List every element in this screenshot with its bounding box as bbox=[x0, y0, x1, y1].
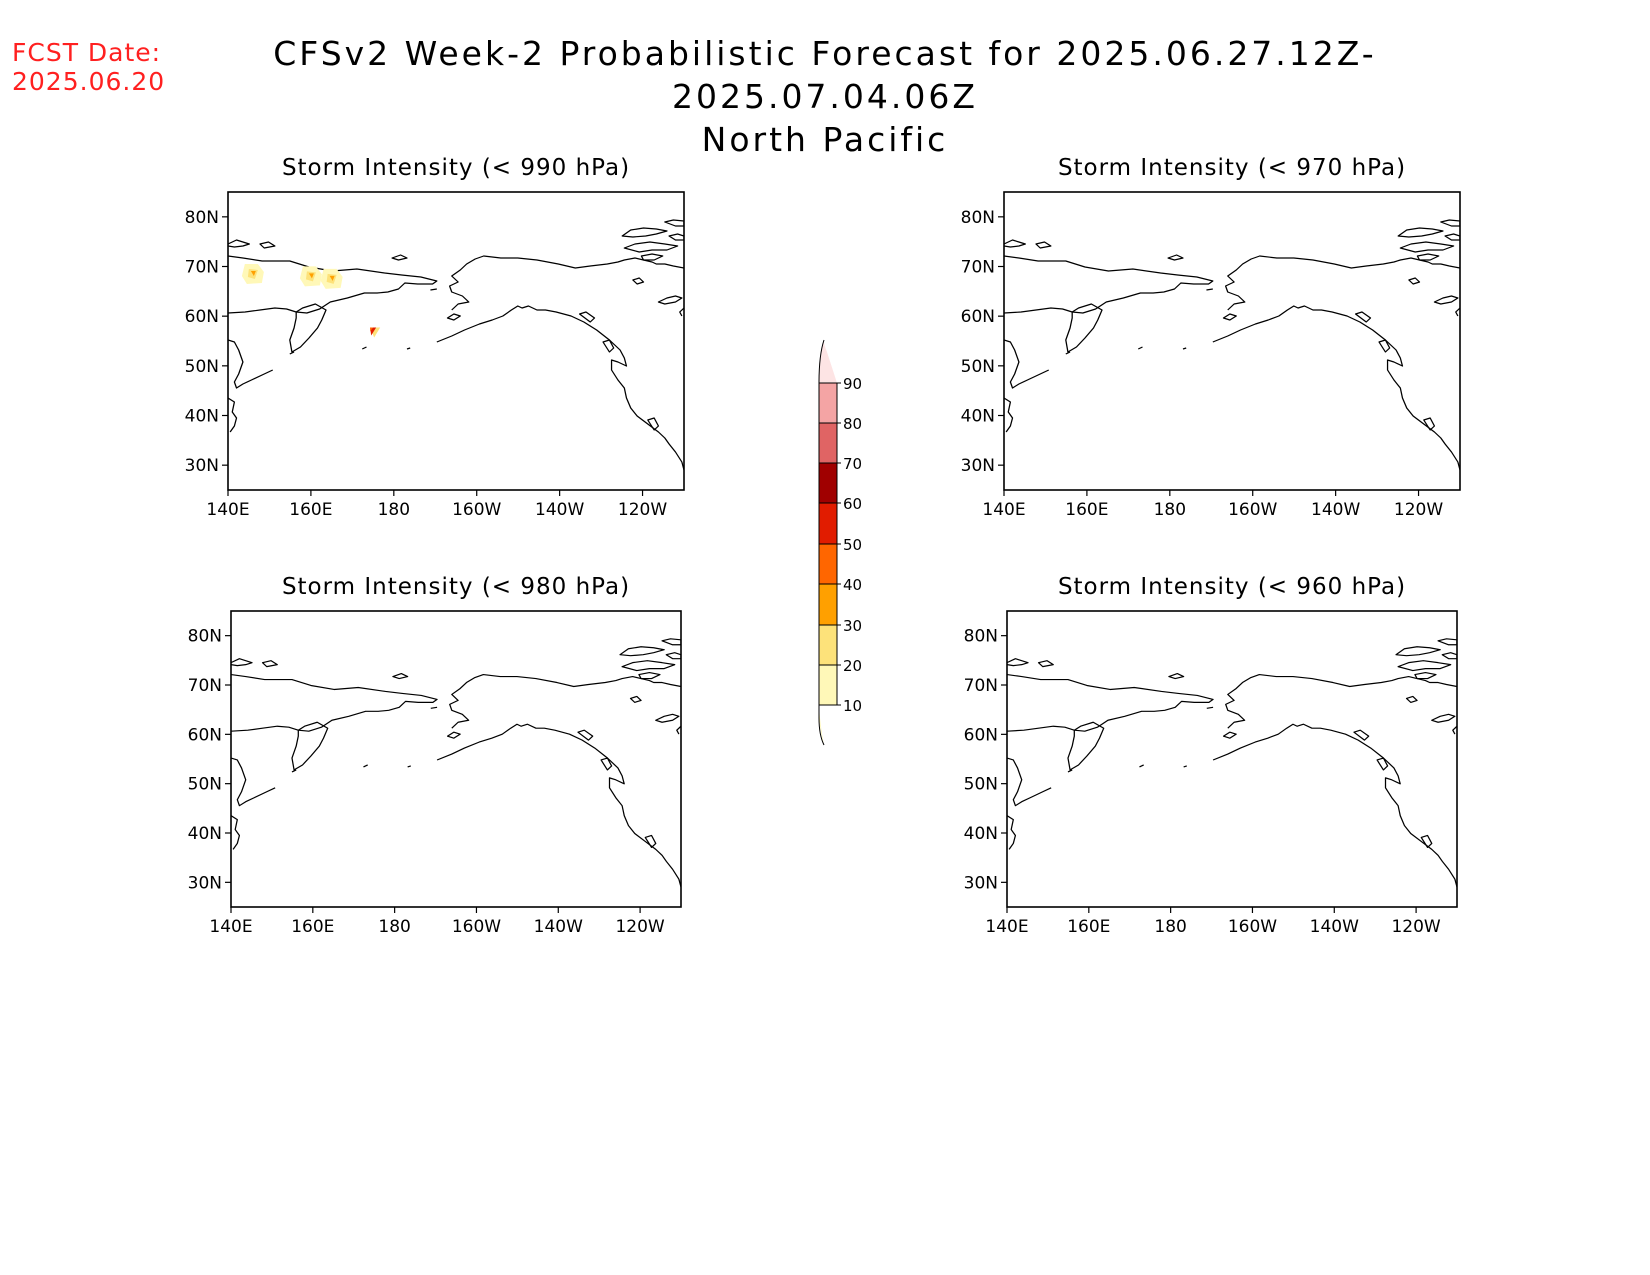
lat-tick-label: 70N bbox=[964, 676, 998, 696]
coastline bbox=[1004, 219, 1460, 471]
colorbar: 10 20 30 40 50 60 70 80 90 bbox=[818, 339, 862, 746]
colorbar-segment bbox=[819, 463, 837, 503]
colorbar-outline bbox=[818, 339, 825, 746]
map-panel-1: Storm Intensity (< 990 hPa) 80N 70N 60N 50N 4… bbox=[185, 155, 685, 520]
colorbar-label: 50 bbox=[843, 536, 862, 554]
lat-tick-label: 60N bbox=[188, 725, 222, 745]
probability-blob bbox=[299, 266, 322, 287]
forecast-date-value: 2025.06.20 bbox=[12, 67, 166, 96]
colorbar-label: 10 bbox=[843, 697, 862, 715]
coastline bbox=[1007, 638, 1457, 888]
lat-tick-label: 80N bbox=[961, 208, 995, 228]
colorbar-segment bbox=[819, 503, 837, 544]
lat-tick-label: 30N bbox=[961, 456, 995, 476]
lon-tick-label: 140W bbox=[1310, 917, 1359, 937]
forecast-date: FCST Date: 2025.06.20 bbox=[12, 38, 165, 96]
lon-tick-label: 160W bbox=[1228, 500, 1277, 520]
lat-tick-label: 80N bbox=[188, 627, 222, 647]
lat-tick-label: 80N bbox=[185, 208, 219, 228]
lat-tick-label: 50N bbox=[185, 357, 219, 377]
coastline bbox=[231, 638, 681, 888]
colorbar-label: 70 bbox=[843, 455, 862, 473]
lat-tick-label: 40N bbox=[964, 824, 998, 844]
coastline bbox=[228, 219, 684, 471]
lat-tick-label: 40N bbox=[185, 407, 219, 427]
lat-tick-label: 70N bbox=[185, 258, 219, 278]
lon-tick-label: 180 bbox=[378, 500, 410, 520]
lat-tick-label: 80N bbox=[964, 627, 998, 647]
lat-tick-label: 50N bbox=[188, 775, 222, 795]
lon-tick-label: 180 bbox=[1154, 917, 1186, 937]
colorbar-label: 80 bbox=[843, 415, 862, 433]
map-panel-4: Storm Intensity (< 960 hPa) 80N 70N 60N 50N 4… bbox=[964, 574, 1458, 937]
lon-tick-label: 160E bbox=[291, 917, 334, 937]
lat-tick-label: 60N bbox=[961, 307, 995, 327]
lon-tick-label: 120W bbox=[1391, 917, 1440, 937]
lat-tick-label: 70N bbox=[961, 258, 995, 278]
colorbar-segment bbox=[819, 584, 837, 625]
lat-tick-label: 40N bbox=[188, 824, 222, 844]
lon-tick-label: 120W bbox=[615, 917, 664, 937]
probability-blob bbox=[320, 268, 343, 289]
colorbar-label: 30 bbox=[843, 617, 862, 635]
figure-title-line1: CFSv2 Week-2 Probabilistic Forecast for … bbox=[273, 34, 1377, 116]
lat-tick-label: 50N bbox=[964, 775, 998, 795]
lat-tick-label: 60N bbox=[185, 307, 219, 327]
lon-tick-label: 140E bbox=[206, 500, 249, 520]
lon-tick-label: 140W bbox=[1311, 500, 1360, 520]
probability-blob bbox=[241, 263, 264, 284]
colorbar-segment bbox=[819, 383, 837, 423]
map-frame bbox=[227, 191, 685, 491]
panel-title: Storm Intensity (< 970 hPa) bbox=[1058, 155, 1406, 181]
panel-title: Storm Intensity (< 960 hPa) bbox=[1058, 574, 1406, 600]
map-panel-3: Storm Intensity (< 980 hPa) 80N 70N 60N 50N 4… bbox=[188, 574, 682, 937]
map-frame bbox=[230, 610, 682, 908]
lon-tick-label: 140W bbox=[534, 917, 583, 937]
lon-tick-label: 160E bbox=[1065, 500, 1108, 520]
lon-tick-label: 160W bbox=[452, 500, 501, 520]
colorbar-label: 90 bbox=[843, 375, 862, 393]
map-frame bbox=[1003, 191, 1461, 491]
colorbar-segment bbox=[819, 625, 837, 665]
lon-tick-label: 140W bbox=[535, 500, 584, 520]
lon-tick-label: 140E bbox=[982, 500, 1025, 520]
lat-tick-label: 60N bbox=[964, 725, 998, 745]
lon-tick-label: 160E bbox=[1067, 917, 1110, 937]
lon-tick-label: 160W bbox=[1228, 917, 1277, 937]
colorbar-lower-cap bbox=[819, 705, 824, 745]
lon-tick-label: 140E bbox=[209, 917, 252, 937]
lat-tick-label: 50N bbox=[961, 357, 995, 377]
figure-title: CFSv2 Week-2 Probabilistic Forecast for … bbox=[160, 32, 1490, 161]
panel-title: Storm Intensity (< 980 hPa) bbox=[282, 574, 630, 600]
lat-tick-label: 30N bbox=[188, 873, 222, 893]
lat-tick-label: 70N bbox=[188, 676, 222, 696]
lon-tick-label: 160W bbox=[452, 917, 501, 937]
map-panel-2: Storm Intensity (< 970 hPa) 80N 70N 60N 50N 4… bbox=[961, 155, 1461, 520]
lat-tick-label: 30N bbox=[185, 456, 219, 476]
lon-tick-label: 180 bbox=[1154, 500, 1186, 520]
probability-blob bbox=[370, 327, 381, 338]
lon-tick-label: 160E bbox=[289, 500, 332, 520]
lon-tick-label: 180 bbox=[378, 917, 410, 937]
colorbar-label: 60 bbox=[843, 495, 862, 513]
lat-tick-label: 40N bbox=[961, 407, 995, 427]
forecast-date-label: FCST Date: bbox=[12, 38, 162, 67]
map-frame bbox=[1006, 610, 1458, 908]
figure-title-line2: North Pacific bbox=[701, 120, 949, 159]
lon-tick-label: 120W bbox=[1394, 500, 1443, 520]
colorbar-segment bbox=[819, 544, 837, 584]
lon-tick-label: 120W bbox=[618, 500, 667, 520]
colorbar-upper-cap bbox=[819, 340, 837, 383]
lat-tick-label: 30N bbox=[964, 873, 998, 893]
colorbar-label: 20 bbox=[843, 657, 862, 675]
panel-title: Storm Intensity (< 990 hPa) bbox=[282, 155, 630, 181]
colorbar-segment bbox=[819, 423, 837, 463]
colorbar-segment bbox=[819, 665, 837, 705]
colorbar-label: 40 bbox=[843, 576, 862, 594]
lon-tick-label: 140E bbox=[985, 917, 1028, 937]
